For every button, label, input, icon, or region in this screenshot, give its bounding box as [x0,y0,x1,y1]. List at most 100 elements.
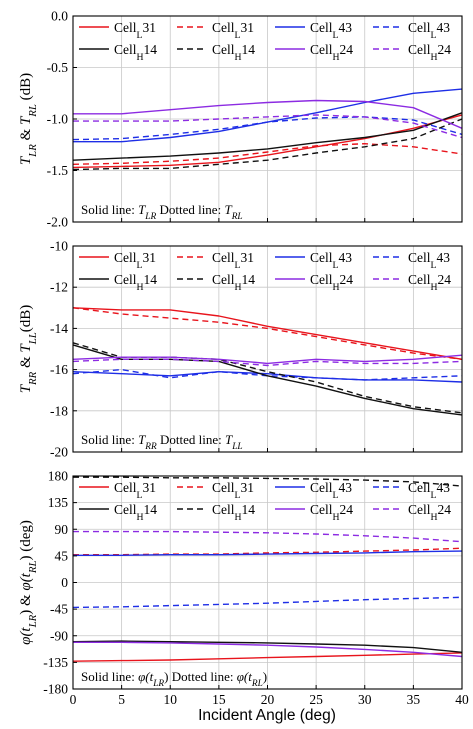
series-line-cellh24-solid [72,354,463,365]
legend-entry-celll43-dashed: CellL43 [373,20,450,41]
legend-label: CellH24 [408,272,451,293]
legend-label: CellH24 [408,42,451,63]
series-line-cellh24-dashed [72,358,463,367]
legend-label: CellL43 [408,480,450,501]
x-tick-label: 35 [407,692,421,707]
y-tick-label: -14 [50,321,68,336]
legend-entry-celll31-solid: CellL31 [79,250,156,271]
legend-label: CellL43 [408,250,450,271]
y-tick-label: 180 [48,469,69,484]
y-tick-label: -1.5 [47,163,69,178]
series-line-cellh14-solid [72,640,463,653]
y-tick-label: -2.0 [47,215,69,230]
x-tick-label: 30 [358,692,372,707]
legend-entry-cellh14-solid: CellH14 [79,502,157,523]
series-line-celll31-solid [72,652,463,662]
legend-label: CellH24 [310,42,353,63]
legend-label: CellH24 [310,272,353,293]
y-axis-label: φ(tLR) & φ(tRL) (deg) [18,520,39,645]
x-tick-label: 15 [212,692,226,707]
legend-entry-celll31-dashed: CellL31 [177,20,254,41]
panel-transmission-lr-rl: -2.0 -1.5 -1.0 -0.5 0.0 TLR & TRL (dB) CellL31… [18,9,463,230]
series-line-cellh24-solid [73,99,463,129]
legend-label: CellH14 [114,272,157,293]
y-tick-label: -16 [50,362,68,377]
legend-entry-cellh14-dashed: CellH14 [177,502,255,523]
legend-entry-celll31-dashed: CellL31 [177,250,254,271]
series-line-cellh14-dashed [73,476,463,487]
y-tick-label: -90 [50,628,68,643]
y-tick-label: -1.0 [47,112,69,127]
legend-entry-celll31-dashed: CellL31 [177,480,254,501]
legend-entry-cellh24-solid: CellH24 [275,272,353,293]
legend-label: CellH24 [310,502,353,523]
series-line-cellh14-dashed [72,342,463,414]
y-tick-label: -18 [50,403,68,418]
x-tick-label: 5 [118,692,125,707]
legend-entry-celll43-dashed: CellL43 [373,480,450,501]
legend-entry-cellh24-dashed: CellH24 [373,42,451,63]
series-line-cellh14-solid [72,112,463,161]
y-tick-label: 135 [48,495,69,510]
series-line-celll43-solid [72,371,463,383]
line-style-note: Solid line: φ(tLR) Dotted line: φ(tRL) [81,669,267,689]
legend-label: CellH14 [114,42,157,63]
y-tick-label: -45 [50,602,68,617]
series-line-cellh14-dashed [72,118,463,171]
legend-entry-celll43-solid: CellL43 [275,250,352,271]
x-tick-label: 25 [309,692,323,707]
y-tick-label: -135 [43,655,68,670]
legend-entry-cellh24-solid: CellH24 [275,502,353,523]
legend-entry-celll43-solid: CellL43 [275,20,352,41]
legend-label: CellH14 [212,42,255,63]
x-tick-label: 20 [261,692,275,707]
legend-entry-celll43-dashed: CellL43 [373,250,450,271]
legend-label: CellL43 [310,20,352,41]
y-tick-label: -180 [43,682,68,697]
legend-label: CellL43 [310,480,352,501]
legend-entry-celll43-solid: CellL43 [275,480,352,501]
series-line-celll43-dashed [72,596,463,609]
legend-entry-cellh14-dashed: CellH14 [177,42,255,63]
legend-entry-cellh14-solid: CellH14 [79,272,157,293]
y-tick-label: 90 [55,522,69,537]
panel-phase: -180 -135 -90 -45 0 45 90 135 180 0 5 10 15 20 25 30 35 4… [18,469,469,708]
legend-entry-cellh24-dashed: CellH24 [373,502,451,523]
legend-label: CellH24 [408,502,451,523]
y-tick-label: 0.0 [51,9,68,24]
legend-label: CellL43 [408,20,450,41]
legend-label: CellL43 [310,250,352,271]
x-tick-label: 0 [70,692,77,707]
legend-label: CellH14 [212,502,255,523]
series-line-celll31-dashed [72,142,463,165]
legend-label: CellH14 [212,272,255,293]
line-style-note: Solid line: TLR Dotted line: TRL [81,202,243,222]
series-line-cellh24-dashed [73,114,463,139]
y-tick-label: -10 [50,239,68,254]
legend-entry-cellh14-solid: CellH14 [79,42,157,63]
legend-entry-cellh24-solid: CellH24 [275,42,353,63]
legend-label: CellL31 [114,20,156,41]
series-line-celll43-dashed [72,116,463,141]
legend-entry-celll31-solid: CellL31 [79,480,156,501]
x-tick-label: 40 [455,692,469,707]
x-tick-label: 10 [164,692,178,707]
x-axis-label: Incident Angle (deg) [198,707,336,724]
legend-label: CellL31 [212,480,254,501]
y-axis-label: TLR & TRL (dB) [18,73,39,165]
series-line-cellh24-dashed [73,530,463,543]
series-line-celll31-dashed [72,307,463,360]
legend-label: CellH14 [114,502,157,523]
legend-label: CellL31 [212,250,254,271]
legend-label: CellL31 [114,250,156,271]
legend-entry-cellh24-dashed: CellH24 [373,272,451,293]
legend-label: CellL31 [212,20,254,41]
series-line-cellh24-solid [73,641,463,658]
series-line-celll31-solid [72,307,463,360]
y-tick-label: -0.5 [47,60,69,75]
legend-entry-cellh14-dashed: CellH14 [177,272,255,293]
y-tick-label: 0 [61,575,68,590]
y-tick-label: -20 [50,445,68,460]
